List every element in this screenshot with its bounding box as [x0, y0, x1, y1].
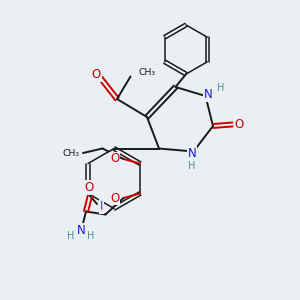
Text: O: O	[92, 68, 100, 81]
Text: CH₃: CH₃	[139, 68, 156, 77]
Text: I: I	[100, 200, 103, 213]
Text: O: O	[110, 152, 119, 166]
Text: CH₃: CH₃	[63, 148, 80, 158]
Text: O: O	[110, 191, 119, 205]
Text: N: N	[77, 224, 86, 237]
Text: H: H	[188, 161, 196, 171]
Text: N: N	[203, 88, 212, 101]
Text: H: H	[87, 231, 94, 241]
Text: N: N	[188, 147, 196, 161]
Text: H: H	[218, 82, 225, 93]
Text: H: H	[67, 231, 75, 241]
Text: O: O	[235, 118, 244, 131]
Text: O: O	[84, 181, 94, 194]
